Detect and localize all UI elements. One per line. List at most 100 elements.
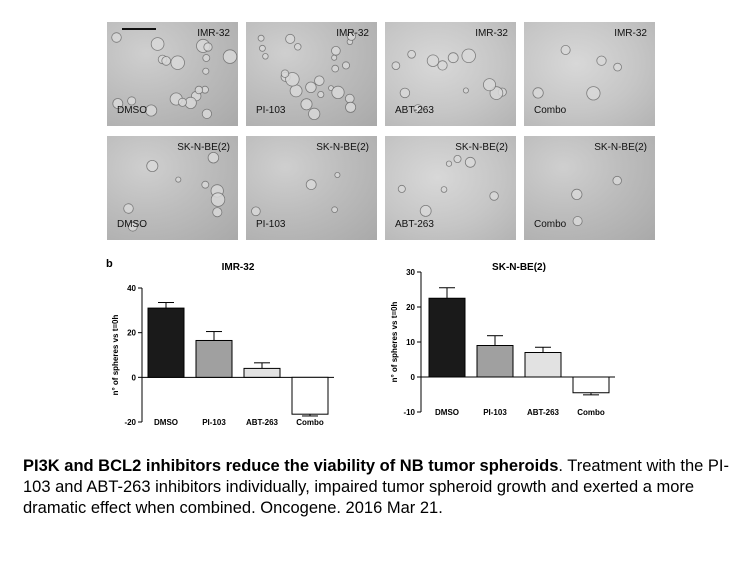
y-tick-label: 20 <box>406 303 415 312</box>
cell-cluster <box>346 31 357 41</box>
cell-clusters-image <box>391 48 507 114</box>
bar-abt-263 <box>524 352 562 378</box>
y-tick-label: -20 <box>124 418 136 427</box>
category-label: ABT-263 <box>246 418 279 427</box>
cell-cluster <box>489 191 499 201</box>
category-label: DMSO <box>154 418 178 427</box>
cell-cluster <box>483 78 497 92</box>
y-tick-label: 0 <box>132 373 137 382</box>
cell-cluster <box>112 98 124 109</box>
cell-cluster <box>202 54 211 62</box>
bar-combo <box>572 376 610 394</box>
category-label: ABT-263 <box>527 408 560 417</box>
cell-cluster <box>317 91 325 99</box>
cell-cluster <box>294 43 302 51</box>
cell-cluster <box>331 85 345 100</box>
cell-cluster <box>289 84 303 98</box>
cell-line-label: SK-N-BE(2) <box>455 142 508 153</box>
cell-cluster <box>262 53 269 60</box>
cell-cluster <box>331 54 338 61</box>
cell-cluster <box>175 176 182 183</box>
cell-cluster <box>258 44 266 52</box>
cell-cluster <box>201 180 210 189</box>
cell-cluster <box>314 75 325 86</box>
micrograph-imr32-abt263: IMR-32 ABT-263 <box>385 22 516 126</box>
cell-clusters-image <box>251 172 341 217</box>
treatment-label: DMSO <box>117 219 147 230</box>
cell-cluster <box>123 203 134 214</box>
bar-pi-103 <box>476 345 514 378</box>
cell-cluster <box>251 206 261 217</box>
micrograph-imr32-pi103: IMR-32 PI-103 <box>246 22 377 126</box>
cell-cluster <box>613 62 622 72</box>
cell-cluster <box>305 179 317 190</box>
cell-cluster <box>399 87 411 99</box>
cell-cluster <box>331 64 339 73</box>
cell-cluster <box>280 69 290 78</box>
cell-cluster <box>201 108 213 119</box>
treatment-label: PI-103 <box>256 105 286 116</box>
cell-cluster <box>127 221 138 232</box>
bar-combo <box>291 376 329 415</box>
cell-cluster <box>150 37 165 51</box>
cell-cluster <box>331 45 341 56</box>
caption-title: PI3K and BCL2 inhibitors reduce the viab… <box>23 457 559 475</box>
cell-cluster <box>203 42 213 52</box>
cell-cluster <box>202 67 210 75</box>
cell-cluster <box>146 159 159 172</box>
cell-cluster <box>308 107 321 121</box>
cell-line-label: SK-N-BE(2) <box>594 142 647 153</box>
panel-b-label: b <box>106 258 113 270</box>
cell-line-label: SK-N-BE(2) <box>316 142 369 153</box>
cell-cluster <box>586 86 601 101</box>
chart-title: SK-N-BE(2) <box>492 262 546 273</box>
scale-bar <box>122 28 156 30</box>
cell-cluster <box>334 172 341 179</box>
bar-chart-imr32: IMR-32 -20 0 20 40 n° of spheres vs t=0h DMSO P… <box>111 262 334 427</box>
cell-cluster <box>413 104 423 114</box>
cell-cluster <box>300 98 313 111</box>
micrograph-skbe2-abt263: SK-N-BE(2) ABT-263 <box>385 136 516 240</box>
cell-line-label: IMR-32 <box>336 28 369 39</box>
cell-cluster <box>161 56 171 66</box>
bar-abt-263 <box>243 367 281 378</box>
y-tick-label: 0 <box>411 373 416 382</box>
cell-cluster <box>571 188 583 201</box>
cell-cluster <box>331 206 338 213</box>
cell-cluster <box>461 48 476 64</box>
cell-cluster <box>127 96 137 106</box>
cell-cluster <box>453 154 462 163</box>
cell-cluster <box>447 52 459 64</box>
cell-cluster <box>407 49 416 59</box>
bar-dmso <box>428 297 466 378</box>
cell-line-label: IMR-32 <box>197 28 230 39</box>
cell-cluster <box>572 216 583 227</box>
cell-cluster <box>111 32 122 43</box>
y-tick-label: 30 <box>406 268 415 277</box>
figure-caption: PI3K and BCL2 inhibitors reduce the viab… <box>23 456 743 519</box>
cell-cluster <box>145 104 158 117</box>
y-tick-label: 40 <box>127 284 136 293</box>
chart-title: IMR-32 <box>222 262 255 273</box>
cell-cluster <box>532 87 544 99</box>
cell-cluster <box>426 54 440 67</box>
cell-cluster <box>194 85 204 95</box>
cell-cluster <box>285 33 296 44</box>
treatment-label: ABT-263 <box>395 105 434 116</box>
micrograph-imr32-dmso: IMR-32 DMSO <box>107 22 238 126</box>
y-axis-label: n° of spheres vs t=0h <box>390 301 399 382</box>
bar-chart-skbe2: SK-N-BE(2) -10 0 10 20 30 n° of spheres vs t=0… <box>390 262 615 417</box>
category-label: PI-103 <box>202 418 226 427</box>
category-label: DMSO <box>435 408 459 417</box>
cell-clusters-image <box>571 175 622 227</box>
category-label: PI-103 <box>483 408 507 417</box>
treatment-label: Combo <box>534 219 567 230</box>
cell-clusters-image <box>111 32 238 119</box>
micrograph-skbe2-pi103: SK-N-BE(2) PI-103 <box>246 136 377 240</box>
bar-dmso <box>147 307 185 378</box>
category-label: Combo <box>296 418 324 427</box>
y-tick-label: -10 <box>403 408 415 417</box>
treatment-label: PI-103 <box>256 219 286 230</box>
cell-cluster <box>440 186 448 193</box>
cell-cluster <box>391 61 401 70</box>
